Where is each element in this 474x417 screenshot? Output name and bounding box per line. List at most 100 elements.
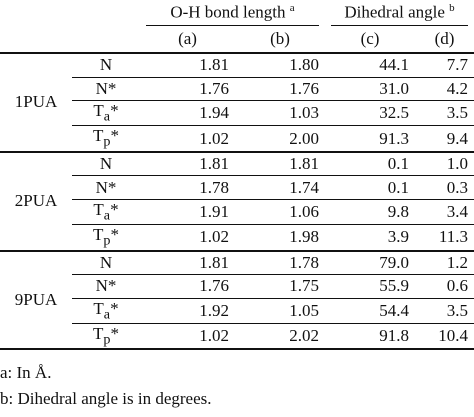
cell: 10.4 [415,323,474,351]
cell: 1.2 [415,250,474,276]
cell: 1.92 [140,298,235,324]
label-suffix: * [110,101,119,120]
data-row: N* 1.76 1.75 55.9 0.6 [0,274,474,299]
cell: 1.06 [235,199,326,226]
column-header: (d) [415,26,474,54]
note-mark: a [289,2,295,15]
label-sub: a [103,207,111,224]
cell: 1.0 [415,151,474,177]
row-label: Ta* [72,298,140,324]
row-label: Tp* [72,323,140,351]
group-header: Dihedral angle b [325,0,474,26]
column-header: (a) [140,26,235,54]
data-row: 9PUA N 1.81 1.78 79.0 1.2 [0,250,474,351]
data-row: 1PUA N 1.81 1.80 44.1 7.7 [0,53,474,153]
label-text: T [93,126,104,146]
cell: 1.78 [140,175,235,200]
data-table: O-H bond length a Dihedral angle b (a) (b… [0,0,474,351]
data-row: 2PUA N 1.81 1.81 0.1 1.0 [0,151,474,252]
cell: 11.3 [415,224,474,252]
cell: 1.91 [140,199,235,226]
row-label: N* [72,175,140,200]
label-suffix: * [110,323,119,343]
cell: 1.05 [235,298,326,324]
row-label: N* [72,274,140,299]
label-sub: p [103,331,111,348]
cell: 1.76 [140,274,235,299]
cell: 91.3 [325,125,416,153]
cell: 1.81 [235,151,326,177]
row-label: Tp* [72,125,140,153]
label-sub: p [103,133,111,150]
label-sub: a [103,305,111,322]
cell: 1.02 [140,323,235,351]
cell: 1.02 [140,224,235,252]
row-label: Ta* [72,199,140,226]
data-row: Tp* 1.02 2.00 91.3 9.4 [0,125,474,153]
column-header: (b) [235,26,326,54]
cell: 0.6 [415,274,474,299]
cell: 1.03 [235,100,326,127]
label-text: T [93,199,104,219]
label-sub: a [103,108,111,125]
group-label: 2PUA [0,151,72,252]
cell: 54.4 [325,298,416,324]
data-row: Ta* 1.92 1.05 54.4 3.5 [0,298,474,324]
group-label: 9PUA [0,250,72,351]
label-suffix: * [110,126,119,146]
data-row: Tp* 1.02 1.98 3.9 11.3 [0,224,474,252]
cell: 7.7 [415,53,474,78]
cell: 3.9 [325,224,416,252]
cell: 4.2 [415,77,474,101]
label-text: T [93,298,104,318]
footnotes: a: In Å. b: Dihedral angle is in degrees. [0,360,474,412]
cell: 3.5 [415,298,474,324]
cell: 1.75 [235,274,326,299]
footnote: a: In Å. [0,363,52,383]
header-text: Dihedral angle [344,3,445,22]
group-header: O-H bond length a [140,0,325,26]
cell: 32.5 [325,100,416,127]
cell: 1.98 [235,224,326,252]
row-label: Ta* [72,100,140,127]
cell: 3.4 [415,199,474,226]
cell: 1.76 [235,77,326,101]
cell: 0.3 [415,175,474,200]
label-suffix: * [110,298,119,318]
cell: 1.78 [235,250,326,276]
cell: 1.76 [140,77,235,101]
row-label: N* [72,77,140,101]
cell: 79.0 [325,250,416,276]
cell: 2.02 [235,323,326,351]
label-suffix: * [110,225,119,245]
cell: 1.80 [235,53,326,78]
label-sub: p [103,232,111,249]
cell: 44.1 [325,53,416,78]
note-mark: b [449,2,455,15]
cell: 0.1 [325,151,416,177]
data-row: Ta* 1.94 1.03 32.5 3.5 [0,100,474,127]
cell: 31.0 [325,77,416,101]
cell: 1.94 [140,100,235,127]
header-text: O-H bond length [170,3,286,22]
footnote: b: Dihedral angle is in degrees. [0,389,212,409]
data-row: Ta* 1.91 1.06 9.8 3.4 [0,199,474,226]
cell: 0.1 [325,175,416,200]
cell: 9.4 [415,125,474,153]
column-header: (c) [325,26,416,54]
cell: 2.00 [235,125,326,153]
row-label: N [72,53,140,78]
cell: 1.02 [140,125,235,153]
cell: 1.81 [140,151,235,177]
cell: 1.74 [235,175,326,200]
data-row: N* 1.78 1.74 0.1 0.3 [0,175,474,200]
cell: 3.5 [415,100,474,127]
group-label: 1PUA [0,53,72,153]
cell: 1.81 [140,250,235,276]
row-label: N [72,151,140,177]
row-label: N [72,250,140,276]
subheader-row: (a) (b) (c) (d) [0,26,474,54]
cell: 1.81 [140,53,235,78]
label-text: T [93,323,104,343]
